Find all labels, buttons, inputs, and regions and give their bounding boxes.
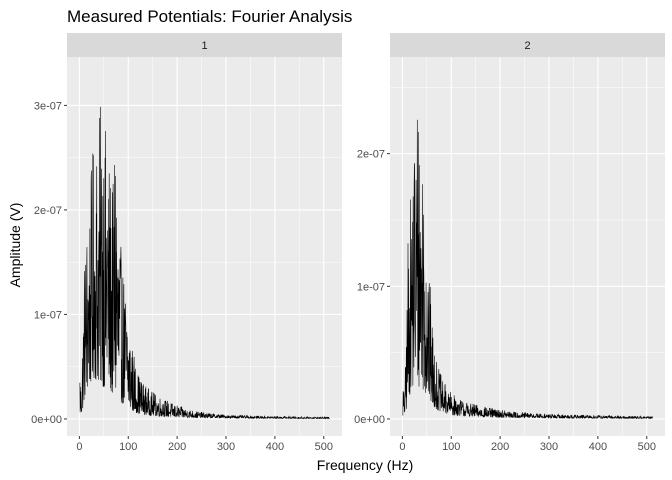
x-tick-label: 200	[491, 441, 509, 453]
facet-strip-1	[67, 33, 342, 57]
x-tick-label: 500	[638, 441, 656, 453]
x-tick-label: 400	[266, 441, 284, 453]
series-line-panel-2	[402, 119, 653, 420]
y-axis-ticks: 0e+00 1e-07 2e-07 3e-07	[31, 100, 67, 426]
x-axis-title: Frequency (Hz)	[317, 457, 413, 473]
facet-strip-label: 1	[201, 40, 207, 52]
y-axis-title: Amplitude (V)	[7, 203, 23, 288]
series-line-panel-1	[79, 106, 330, 420]
panel-background	[390, 57, 665, 436]
x-tick-label: 100	[119, 441, 137, 453]
chart-title: Measured Potentials: Fourier Analysis	[67, 7, 352, 26]
x-axis-ticks: 0 100 200 300 400 500	[76, 436, 333, 453]
x-tick-label: 500	[315, 441, 333, 453]
facet-strip-2	[390, 33, 665, 57]
x-tick-label: 200	[168, 441, 186, 453]
x-tick-label: 0	[76, 441, 82, 453]
y-tick-label: 2e-07	[357, 149, 385, 161]
y-tick-label: 1e-07	[357, 281, 385, 293]
y-tick-label: 2e-07	[34, 205, 62, 217]
facet-panel-2: 2 0e+00 1e-07 2e-07 0 100 200 300 400 500	[354, 33, 665, 453]
x-tick-label: 100	[442, 441, 460, 453]
y-tick-label: 1e-07	[34, 309, 62, 321]
facet-strip-label: 2	[524, 40, 530, 52]
panel-background	[67, 57, 342, 436]
x-tick-label: 0	[399, 441, 405, 453]
y-axis-ticks: 0e+00 1e-07 2e-07	[354, 149, 390, 426]
y-tick-label: 3e-07	[34, 100, 62, 112]
y-tick-label: 0e+00	[354, 414, 385, 426]
x-axis-ticks: 0 100 200 300 400 500	[399, 436, 656, 453]
x-tick-label: 400	[589, 441, 607, 453]
y-tick-label: 0e+00	[31, 414, 62, 426]
x-tick-label: 300	[540, 441, 558, 453]
x-tick-label: 300	[217, 441, 235, 453]
facet-panel-1: 1 0e+00 1e-07 2e-07 3e-07 0 100 200 300 400 500	[31, 33, 342, 453]
